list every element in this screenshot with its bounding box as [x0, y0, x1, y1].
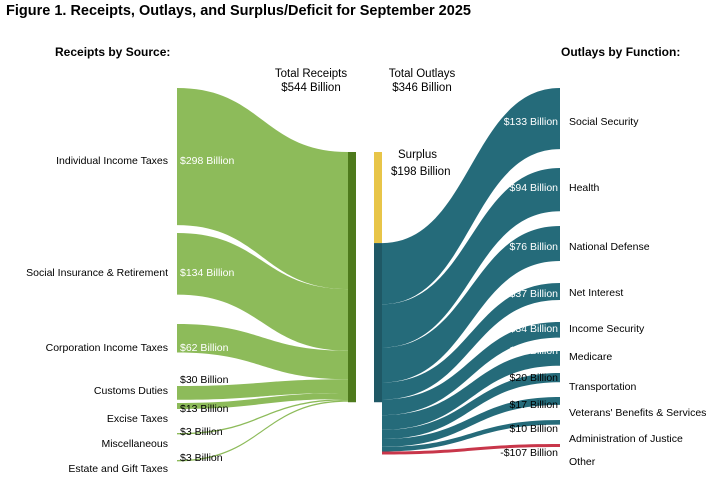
outlay-value-administration-of-justice: $10 Billion	[510, 423, 559, 435]
receipt-value-social-insurance-retirement: $134 Billion	[180, 267, 234, 279]
outlay-label-other: Other	[569, 456, 596, 468]
receipt-flow-corporation-income-taxes	[177, 324, 348, 380]
receipt-label-estate-and-gift-taxes: Estate and Gift Taxes	[68, 463, 168, 475]
receipt-value-corporation-income-taxes: $62 Billion	[180, 342, 229, 354]
receipt-label-individual-income-taxes: Individual Income Taxes	[56, 155, 168, 167]
outlay-label-social-security: Social Security	[569, 116, 639, 128]
figure-title: Figure 1. Receipts, Outlays, and Surplus…	[6, 3, 471, 19]
receipt-flow-individual-income-taxes	[177, 88, 348, 290]
receipt-flow-customs-duties	[177, 379, 348, 400]
outlay-value-social-security: $133 Billion	[504, 116, 558, 128]
receipt-label-miscellaneous: Miscellaneous	[101, 438, 168, 450]
total-receipts-label: Total Receipts	[275, 68, 347, 80]
outlay-flow-veterans-benefits-services	[382, 397, 560, 447]
receipt-flow-miscellaneous	[177, 399, 348, 435]
outlay-flow-other	[382, 444, 560, 455]
total-outlays-value: $346 Billion	[392, 82, 451, 94]
outlay-value-net-interest: $37 Billion	[510, 288, 559, 300]
receipt-label-excise-taxes: Excise Taxes	[107, 413, 168, 425]
surplus-label: Surplus	[398, 149, 437, 161]
outlays-function-header: Outlays by Function:	[561, 45, 680, 59]
sankey-bars	[348, 152, 382, 403]
outlay-label-transportation: Transportation	[569, 381, 636, 393]
total-outlays-bar	[374, 243, 382, 403]
outlay-value-other: -$107 Billion	[500, 447, 558, 459]
outlay-label-medicare: Medicare	[569, 351, 612, 363]
receipts-source-header: Receipts by Source:	[55, 45, 170, 59]
outlay-label-health: Health	[569, 182, 600, 194]
total-receipts-value: $544 Billion	[281, 82, 340, 94]
receipt-label-corporation-income-taxes: Corporation Income Taxes	[46, 342, 168, 354]
total-outlays-label: Total Outlays	[389, 68, 456, 80]
outlay-flow-national-defense	[382, 226, 560, 383]
outlay-flow-administration-of-justice	[382, 420, 560, 452]
sankey-labels: Individual Income Taxes $298 Billion Socia…	[26, 116, 706, 475]
receipt-flow-social-insurance-retirement	[177, 233, 348, 351]
outlay-value-veterans-benefits-services: $17 Billion	[510, 399, 559, 411]
total-receipts-bar	[348, 152, 356, 403]
receipt-label-customs-duties: Customs Duties	[94, 385, 168, 397]
outlay-flow-transportation	[382, 373, 560, 440]
receipt-value-individual-income-taxes: $298 Billion	[180, 155, 234, 167]
outlay-label-veterans-benefits-services: Veterans' Benefits & Services	[569, 407, 706, 419]
receipt-flow-estate-and-gift-taxes	[177, 400, 348, 462]
outlay-flow-income-security	[382, 322, 560, 416]
outlay-label-administration-of-justice: Administration of Justice	[569, 433, 683, 445]
outlay-flow-social-security	[382, 88, 560, 305]
outlay-flow-medicare	[382, 351, 560, 430]
outlay-label-income-security: Income Security	[569, 323, 645, 335]
surplus-value-label: $198 Billion	[391, 166, 450, 178]
outlay-flow-net-interest	[382, 283, 560, 400]
receipt-label-social-insurance-retirement: Social Insurance & Retirement	[26, 267, 168, 279]
outlay-value-health: $94 Billion	[510, 182, 559, 194]
receipt-value-customs-duties: $30 Billion	[180, 374, 229, 386]
surplus-bar	[374, 152, 382, 244]
receipt-flow-excise-taxes	[177, 393, 348, 409]
receipt-value-estate-and-gift-taxes: $3 Billion	[180, 452, 223, 464]
sankey-flows	[177, 88, 560, 462]
outlay-label-national-defense: National Defense	[569, 241, 650, 253]
outlay-flow-health	[382, 168, 560, 348]
outlay-value-medicare: $32 Billion	[510, 345, 559, 357]
outlay-value-income-security: $34 Billion	[510, 323, 559, 335]
outlay-label-net-interest: Net Interest	[569, 287, 623, 299]
receipt-value-miscellaneous: $3 Billion	[180, 426, 223, 438]
receipt-value-excise-taxes: $13 Billion	[180, 403, 229, 415]
outlay-value-national-defense: $76 Billion	[510, 241, 559, 253]
outlay-value-transportation: $20 Billion	[510, 372, 559, 384]
